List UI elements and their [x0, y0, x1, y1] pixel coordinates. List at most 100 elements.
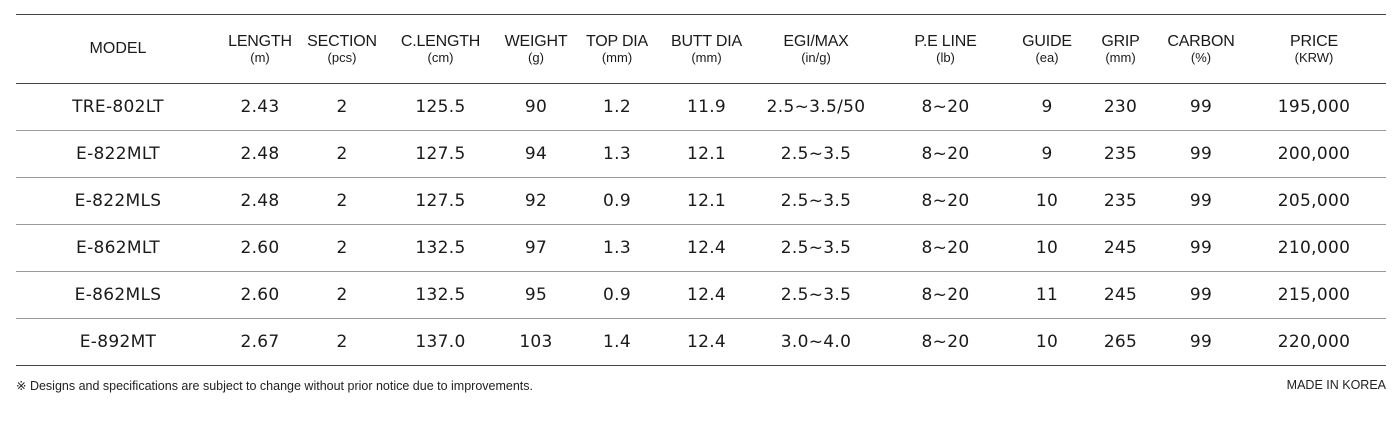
cell-length: 2.60 [220, 224, 300, 272]
cell-section: 2 [300, 224, 384, 272]
header-unit: (pcs) [327, 49, 357, 65]
header-label: LENGTH [228, 32, 292, 50]
cell-weight: 90 [497, 83, 575, 131]
cell-guide: 9 [1013, 130, 1081, 178]
cell-model: E-822MLT [16, 130, 220, 178]
spec-table-body: TRE-802LT 2.43 2 125.5 90 1.2 11.9 2.5~3… [16, 83, 1386, 366]
header-carbon: CARBON (%) [1160, 14, 1242, 84]
cell-section: 2 [300, 83, 384, 131]
cell-egi-max: 2.5~3.5/50 [754, 83, 878, 131]
cell-butt-dia: 12.1 [659, 130, 754, 178]
cell-c-length: 132.5 [384, 224, 497, 272]
cell-carbon: 99 [1160, 271, 1242, 319]
header-unit: (cm) [427, 49, 454, 65]
disclaimer-note: ※ Designs and specifications are subject… [16, 379, 533, 393]
cell-egi-max: 2.5~3.5 [754, 177, 878, 225]
cell-section: 2 [300, 318, 384, 366]
cell-c-length: 137.0 [384, 318, 497, 366]
header-c-length: C.LENGTH (cm) [384, 14, 497, 84]
header-unit: (%) [1190, 49, 1212, 65]
cell-top-dia: 0.9 [575, 271, 659, 319]
cell-guide: 9 [1013, 83, 1081, 131]
cell-section: 2 [300, 271, 384, 319]
cell-c-length: 127.5 [384, 177, 497, 225]
cell-model: E-862MLT [16, 224, 220, 272]
header-model: MODEL [16, 14, 220, 84]
header-label: PRICE [1290, 32, 1338, 50]
cell-weight: 92 [497, 177, 575, 225]
cell-guide: 11 [1013, 271, 1081, 319]
cell-grip: 235 [1081, 177, 1160, 225]
cell-pe-line: 8~20 [878, 271, 1013, 319]
cell-weight: 94 [497, 130, 575, 178]
cell-c-length: 127.5 [384, 130, 497, 178]
header-section: SECTION (pcs) [300, 14, 384, 84]
cell-length: 2.48 [220, 130, 300, 178]
header-pe-line: P.E LINE (lb) [878, 14, 1013, 84]
header-label: SECTION [307, 32, 377, 50]
made-in-label: MADE IN KOREA [1286, 378, 1386, 392]
cell-price: 220,000 [1242, 318, 1386, 366]
spec-table-header: MODEL LENGTH (m) SECTION (pcs) C.LENGTH … [16, 14, 1386, 84]
cell-weight: 103 [497, 318, 575, 366]
spec-table: MODEL LENGTH (m) SECTION (pcs) C.LENGTH … [16, 14, 1386, 366]
header-egi-max: EGI/MAX (in/g) [754, 14, 878, 84]
cell-pe-line: 8~20 [878, 130, 1013, 178]
cell-carbon: 99 [1160, 224, 1242, 272]
header-unit: (m) [250, 49, 270, 65]
cell-carbon: 99 [1160, 318, 1242, 366]
cell-grip: 265 [1081, 318, 1160, 366]
header-weight: WEIGHT (g) [497, 14, 575, 84]
header-label: CARBON [1167, 32, 1235, 50]
table-row: TRE-802LT 2.43 2 125.5 90 1.2 11.9 2.5~3… [16, 83, 1386, 131]
table-row: E-892MT 2.67 2 137.0 103 1.4 12.4 3.0~4.… [16, 318, 1386, 366]
cell-butt-dia: 12.1 [659, 177, 754, 225]
cell-model: TRE-802LT [16, 83, 220, 131]
cell-grip: 245 [1081, 271, 1160, 319]
cell-section: 2 [300, 177, 384, 225]
header-label: P.E LINE [914, 32, 977, 50]
header-label: GUIDE [1022, 32, 1072, 50]
header-unit: (mm) [601, 49, 633, 65]
cell-pe-line: 8~20 [878, 318, 1013, 366]
header-grip: GRIP (mm) [1081, 14, 1160, 84]
header-unit: (g) [528, 49, 544, 65]
cell-guide: 10 [1013, 177, 1081, 225]
header-unit: (in/g) [801, 49, 831, 65]
cell-butt-dia: 12.4 [659, 271, 754, 319]
cell-section: 2 [300, 130, 384, 178]
cell-carbon: 99 [1160, 177, 1242, 225]
header-price: PRICE (KRW) [1242, 14, 1386, 84]
cell-egi-max: 2.5~3.5 [754, 271, 878, 319]
cell-carbon: 99 [1160, 83, 1242, 131]
header-top-dia: TOP DIA (mm) [575, 14, 659, 84]
header-label: MODEL [89, 39, 147, 57]
cell-price: 215,000 [1242, 271, 1386, 319]
cell-model: E-862MLS [16, 271, 220, 319]
cell-length: 2.67 [220, 318, 300, 366]
cell-weight: 97 [497, 224, 575, 272]
header-guide: GUIDE (ea) [1013, 14, 1081, 84]
header-butt-dia: BUTT DIA (mm) [659, 14, 754, 84]
cell-price: 210,000 [1242, 224, 1386, 272]
cell-egi-max: 2.5~3.5 [754, 224, 878, 272]
cell-length: 2.60 [220, 271, 300, 319]
header-unit: (mm) [691, 49, 722, 65]
cell-top-dia: 1.3 [575, 130, 659, 178]
header-label: GRIP [1101, 32, 1140, 50]
cell-model: E-822MLS [16, 177, 220, 225]
header-unit: (mm) [1105, 49, 1136, 65]
header-unit: (KRW) [1294, 49, 1334, 65]
table-row: E-862MLS 2.60 2 132.5 95 0.9 12.4 2.5~3.… [16, 271, 1386, 319]
header-label: BUTT DIA [670, 32, 742, 50]
cell-butt-dia: 12.4 [659, 318, 754, 366]
header-unit: (lb) [936, 49, 955, 65]
cell-top-dia: 1.3 [575, 224, 659, 272]
table-row: E-862MLT 2.60 2 132.5 97 1.3 12.4 2.5~3.… [16, 224, 1386, 272]
cell-pe-line: 8~20 [878, 224, 1013, 272]
cell-egi-max: 3.0~4.0 [754, 318, 878, 366]
cell-length: 2.48 [220, 177, 300, 225]
cell-top-dia: 0.9 [575, 177, 659, 225]
table-row: E-822MLS 2.48 2 127.5 92 0.9 12.1 2.5~3.… [16, 177, 1386, 225]
cell-c-length: 132.5 [384, 271, 497, 319]
